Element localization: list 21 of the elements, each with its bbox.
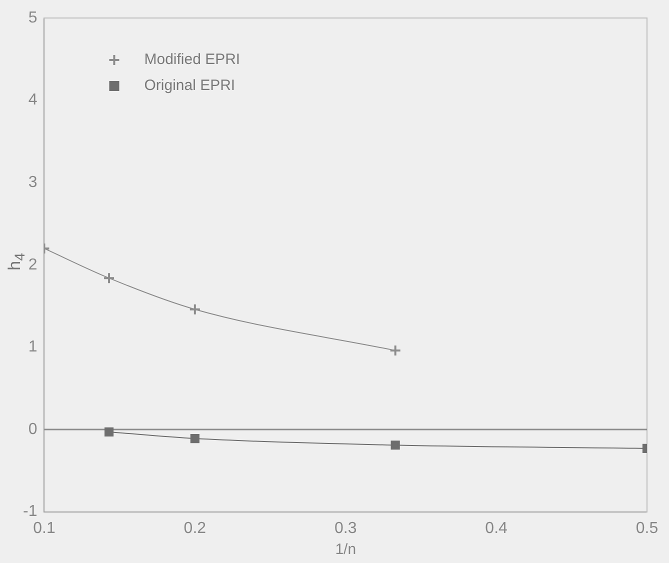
y-tick-label: 5 xyxy=(28,9,38,26)
x-tick-label: 0.1 xyxy=(33,520,56,537)
x-tick-label: 0.3 xyxy=(334,520,357,537)
point xyxy=(390,440,400,450)
y-tick-label: 0 xyxy=(28,420,38,438)
legend-label: Original EPRI xyxy=(144,77,236,94)
y-tick-label: -1 xyxy=(22,503,38,520)
x-tick-label: 0.5 xyxy=(636,520,658,537)
y-tick-label: 2 xyxy=(28,256,38,274)
point xyxy=(190,434,200,444)
y-tick-label: 1 xyxy=(28,338,38,356)
y-tick-label: 4 xyxy=(28,92,38,109)
x-tick-label: 0.2 xyxy=(184,520,206,537)
point xyxy=(103,272,116,284)
point xyxy=(188,303,201,316)
y-tick-label: 3 xyxy=(28,174,38,192)
x-axis-title: 1/n xyxy=(335,541,356,558)
x-tick-label: 0.4 xyxy=(485,520,508,537)
point xyxy=(104,427,114,437)
point xyxy=(389,344,402,356)
legend-label: Modified EPRI xyxy=(144,51,240,68)
